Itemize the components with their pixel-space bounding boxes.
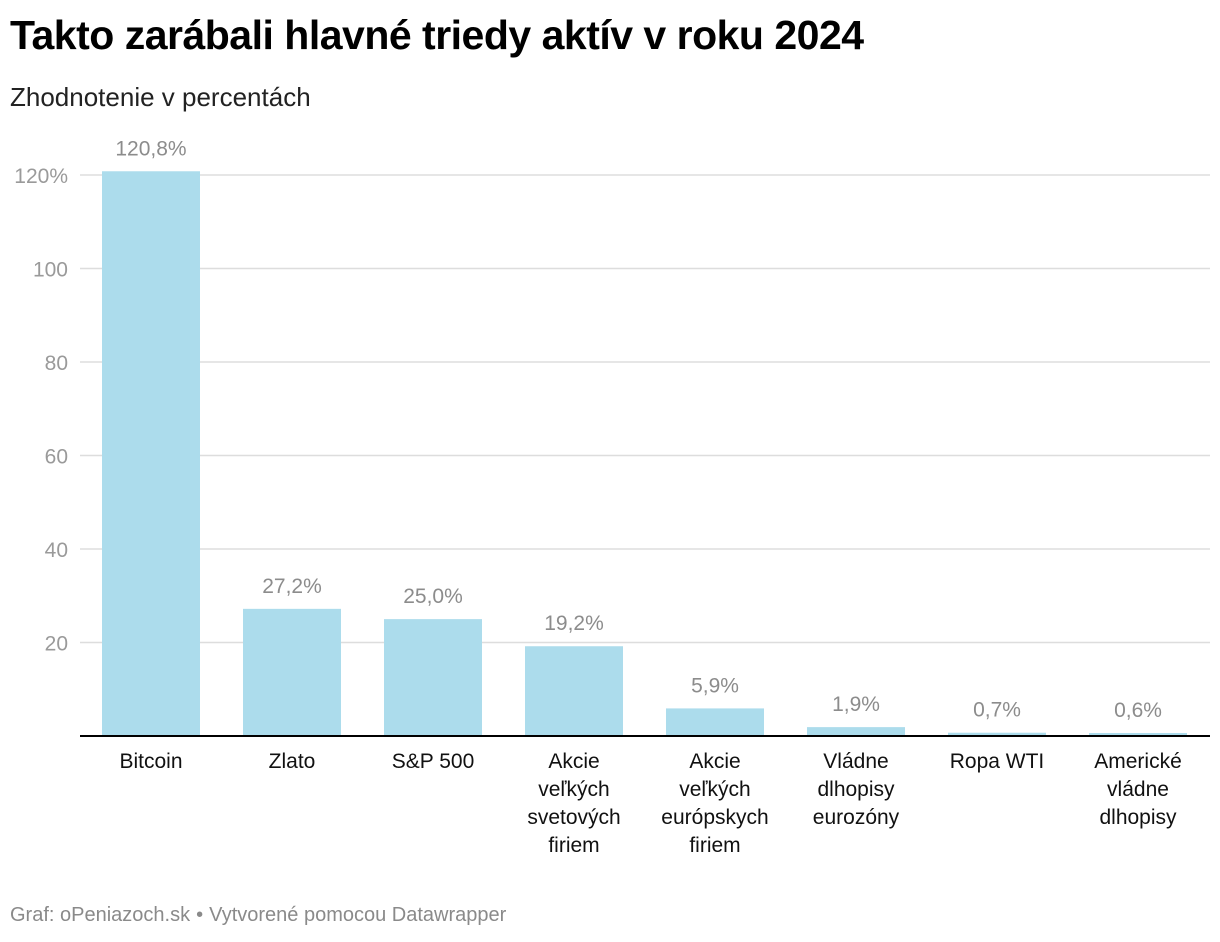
value-label: 27,2% (262, 575, 322, 598)
bar-chart: 20 40 60 80 100 120% 120,8% 27,2% 25,0% 19,2% 5,9… (14, 137, 1210, 857)
y-tick-label: 120% (14, 165, 68, 188)
bar (102, 171, 200, 736)
value-label: 25,0% (403, 585, 463, 608)
value-label: 0,7% (973, 699, 1021, 722)
gridlines (80, 174, 1210, 644)
category-label: Zlato (269, 750, 316, 773)
value-label: 120,8% (115, 137, 186, 160)
source-note: Graf: oPeniazoch.sk (10, 904, 191, 926)
value-label: 5,9% (691, 674, 739, 697)
bar (525, 646, 623, 736)
category-label: S&P 500 (392, 750, 475, 773)
y-tick-label: 80 (45, 352, 68, 375)
x-axis-category-labels: Bitcoin Zlato S&P 500 Akcie veľkých svetových… (119, 750, 1181, 857)
y-tick-label: 20 (45, 633, 68, 656)
category-label: Americké vládne dlhopisy (1094, 750, 1182, 829)
category-label: Akcie veľkých svetových firiem (527, 750, 620, 857)
y-tick-label: 40 (45, 539, 68, 562)
y-tick-label: 60 (45, 446, 68, 469)
chart-title: Takto zarábali hlavné triedy aktív v rok… (10, 12, 864, 58)
y-axis-tick-labels: 20 40 60 80 100 120% (14, 165, 68, 656)
credit-note: Vytvorené pomocou Datawrapper (209, 904, 507, 926)
value-labels: 120,8% 27,2% 25,0% 19,2% 5,9% 1,9% 0,7% 0,6% (115, 137, 1162, 722)
value-label: 19,2% (544, 612, 604, 635)
bar (948, 732, 1046, 736)
bar (666, 708, 764, 736)
bar (1089, 733, 1187, 736)
bar (807, 727, 905, 736)
category-label: Ropa WTI (950, 750, 1045, 773)
category-label: Vládne dlhopisy eurozóny (813, 750, 900, 829)
bar (384, 619, 482, 736)
chart-subtitle: Zhodnotenie v percentách (10, 82, 311, 112)
y-tick-label: 100 (33, 259, 68, 282)
value-label: 1,9% (832, 693, 880, 716)
category-label: Bitcoin (119, 750, 182, 773)
category-label: Akcie veľkých európskych firiem (661, 750, 768, 857)
bar (243, 608, 341, 736)
chart-footer: Graf: oPeniazoch.sk • Vytvorené pomocou Da… (10, 904, 506, 927)
bars (102, 171, 1187, 736)
footer-separator: • (196, 904, 204, 926)
value-label: 0,6% (1114, 699, 1162, 722)
